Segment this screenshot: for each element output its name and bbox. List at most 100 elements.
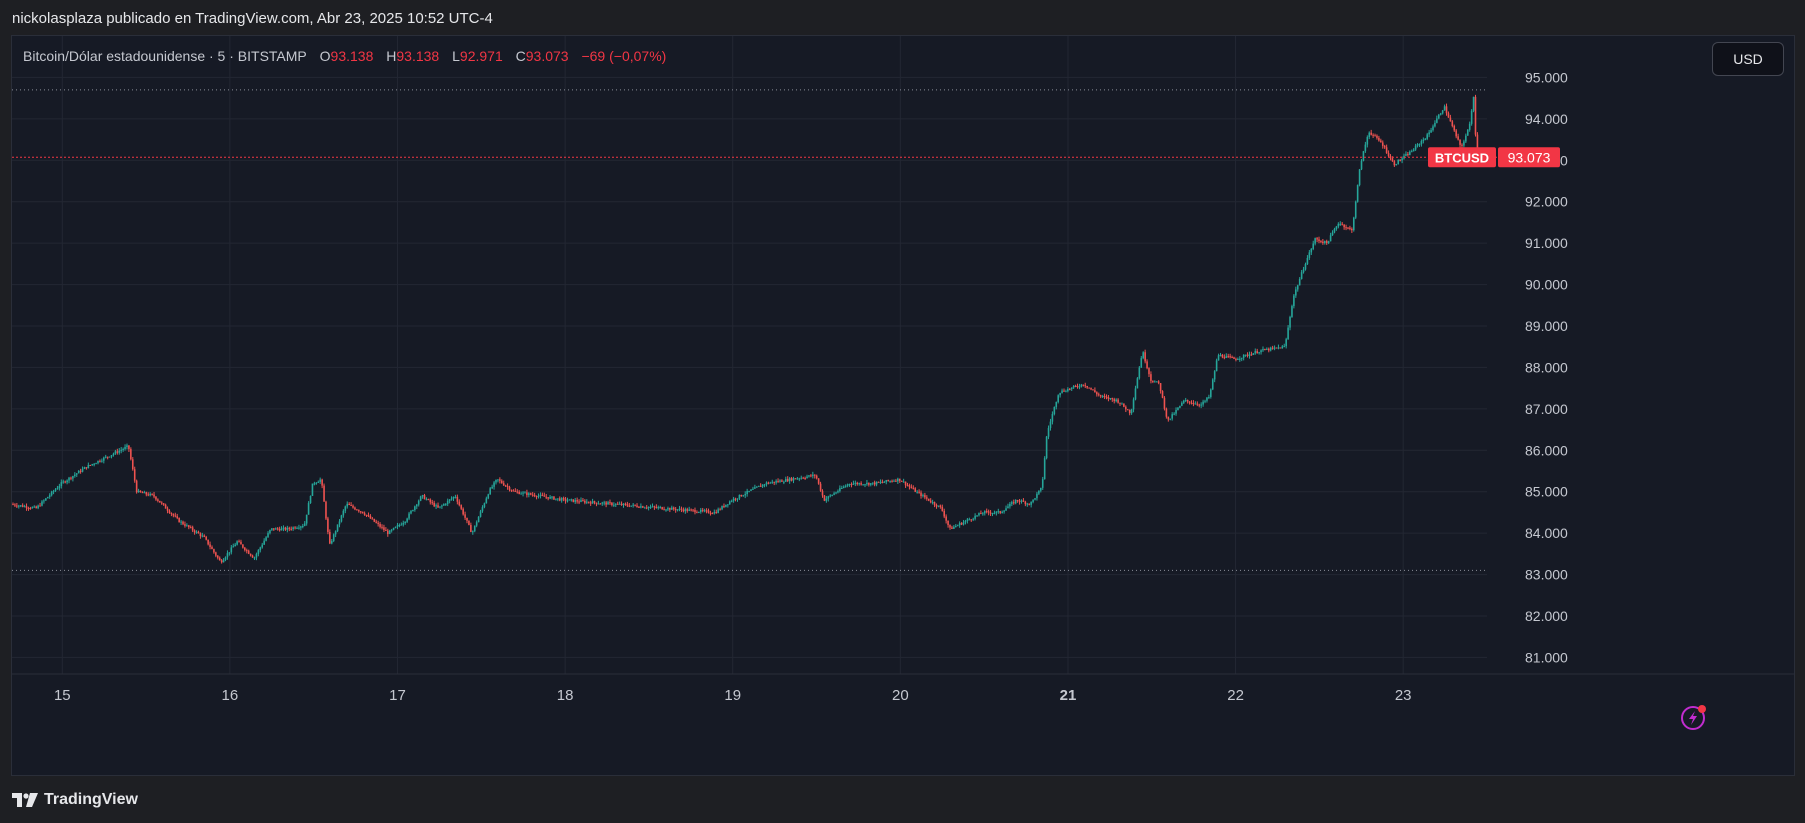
candle-body: [1088, 387, 1090, 389]
candle: [1360, 159, 1363, 171]
candle: [1186, 399, 1189, 404]
candle: [184, 521, 186, 528]
candle-body: [721, 506, 723, 510]
price-tick-label: 85.000: [1525, 484, 1568, 500]
candle-body: [1092, 389, 1094, 391]
candle-body: [207, 539, 209, 545]
candle: [889, 480, 891, 483]
candle: [883, 480, 886, 483]
candle-body: [547, 497, 549, 499]
candle-body: [1341, 223, 1343, 225]
candle: [1092, 389, 1094, 391]
candle: [817, 478, 820, 485]
price-chart[interactable]: 95.00094.00093.00092.00091.00090.00089.0…: [12, 36, 1795, 776]
time-tick-label: 23: [1395, 687, 1412, 704]
candle-body: [508, 486, 511, 490]
candle: [555, 498, 557, 501]
candle: [920, 490, 922, 499]
candle-body: [220, 560, 223, 563]
candle-body: [819, 483, 822, 491]
candle-body: [1306, 257, 1309, 265]
candle: [1068, 388, 1071, 391]
candle: [155, 496, 157, 501]
chart-panel[interactable]: 95.00094.00093.00092.00091.00090.00089.0…: [11, 35, 1795, 776]
candle: [980, 510, 982, 515]
candle-body: [1117, 399, 1119, 403]
candle-body: [580, 500, 582, 502]
candle-body: [1063, 390, 1065, 392]
candle-body: [1165, 408, 1168, 417]
candle: [354, 506, 356, 511]
candle: [1437, 113, 1440, 120]
candle-body: [875, 481, 878, 485]
candle: [1210, 388, 1212, 399]
candle-body: [599, 503, 602, 505]
candle: [626, 501, 629, 508]
candle-body: [89, 464, 92, 466]
lightning-icon[interactable]: [1680, 703, 1708, 731]
candle: [622, 503, 625, 508]
candle-body: [311, 483, 314, 496]
candle: [1078, 383, 1081, 390]
candle-body: [135, 480, 138, 493]
candle: [452, 496, 455, 502]
candle: [481, 505, 484, 513]
candle-body: [614, 503, 617, 505]
candle: [719, 507, 721, 511]
candle-body: [1244, 354, 1247, 356]
candles: [12, 94, 1481, 564]
candle-body: [1005, 508, 1007, 511]
candle-body: [1320, 241, 1322, 243]
last-price-tag: 93.073: [1508, 149, 1551, 165]
candle-body: [1024, 501, 1027, 505]
candle: [193, 529, 196, 535]
candle-body: [319, 479, 321, 482]
candle-body: [802, 477, 804, 479]
candle-body: [1291, 306, 1293, 317]
candle-body: [1173, 413, 1175, 415]
candle-body: [1121, 403, 1123, 405]
candle-body: [14, 504, 16, 506]
candle: [1113, 397, 1116, 404]
candle-body: [1451, 121, 1454, 126]
candle: [1304, 262, 1307, 271]
candle: [603, 500, 605, 506]
candle-body: [1428, 132, 1430, 135]
candle-body: [83, 467, 86, 469]
candle-body: [282, 527, 285, 529]
candle-body: [1298, 278, 1301, 286]
candle-body: [587, 501, 590, 503]
candle: [696, 510, 698, 514]
candle-body: [1387, 153, 1390, 157]
candle-body: [263, 540, 265, 545]
candle: [796, 477, 799, 480]
candle: [1264, 348, 1266, 351]
candle: [1275, 347, 1278, 349]
candle-body: [346, 503, 349, 507]
candle-body: [1057, 395, 1059, 403]
candle: [862, 483, 864, 486]
candle-body: [216, 555, 219, 558]
candle-body: [972, 518, 974, 520]
candle: [1445, 103, 1448, 116]
candle: [877, 481, 880, 483]
candle-body: [949, 525, 951, 528]
candle-body: [667, 508, 669, 510]
candle: [244, 546, 246, 552]
candle: [112, 452, 115, 457]
candle: [157, 498, 159, 503]
candle-body: [611, 502, 613, 505]
candle: [976, 515, 978, 517]
candle-body: [373, 518, 376, 522]
candle-body: [1295, 289, 1297, 296]
candle-body: [213, 549, 215, 553]
currency-button[interactable]: USD: [1712, 42, 1784, 76]
candle-body: [392, 527, 395, 530]
candle: [1020, 499, 1023, 504]
candle-body: [991, 513, 994, 515]
candle-body: [1300, 272, 1303, 279]
candle-body: [464, 514, 466, 518]
price-tick-label: 92.000: [1525, 194, 1568, 210]
candle-body: [1401, 158, 1403, 161]
candle: [1329, 232, 1332, 242]
